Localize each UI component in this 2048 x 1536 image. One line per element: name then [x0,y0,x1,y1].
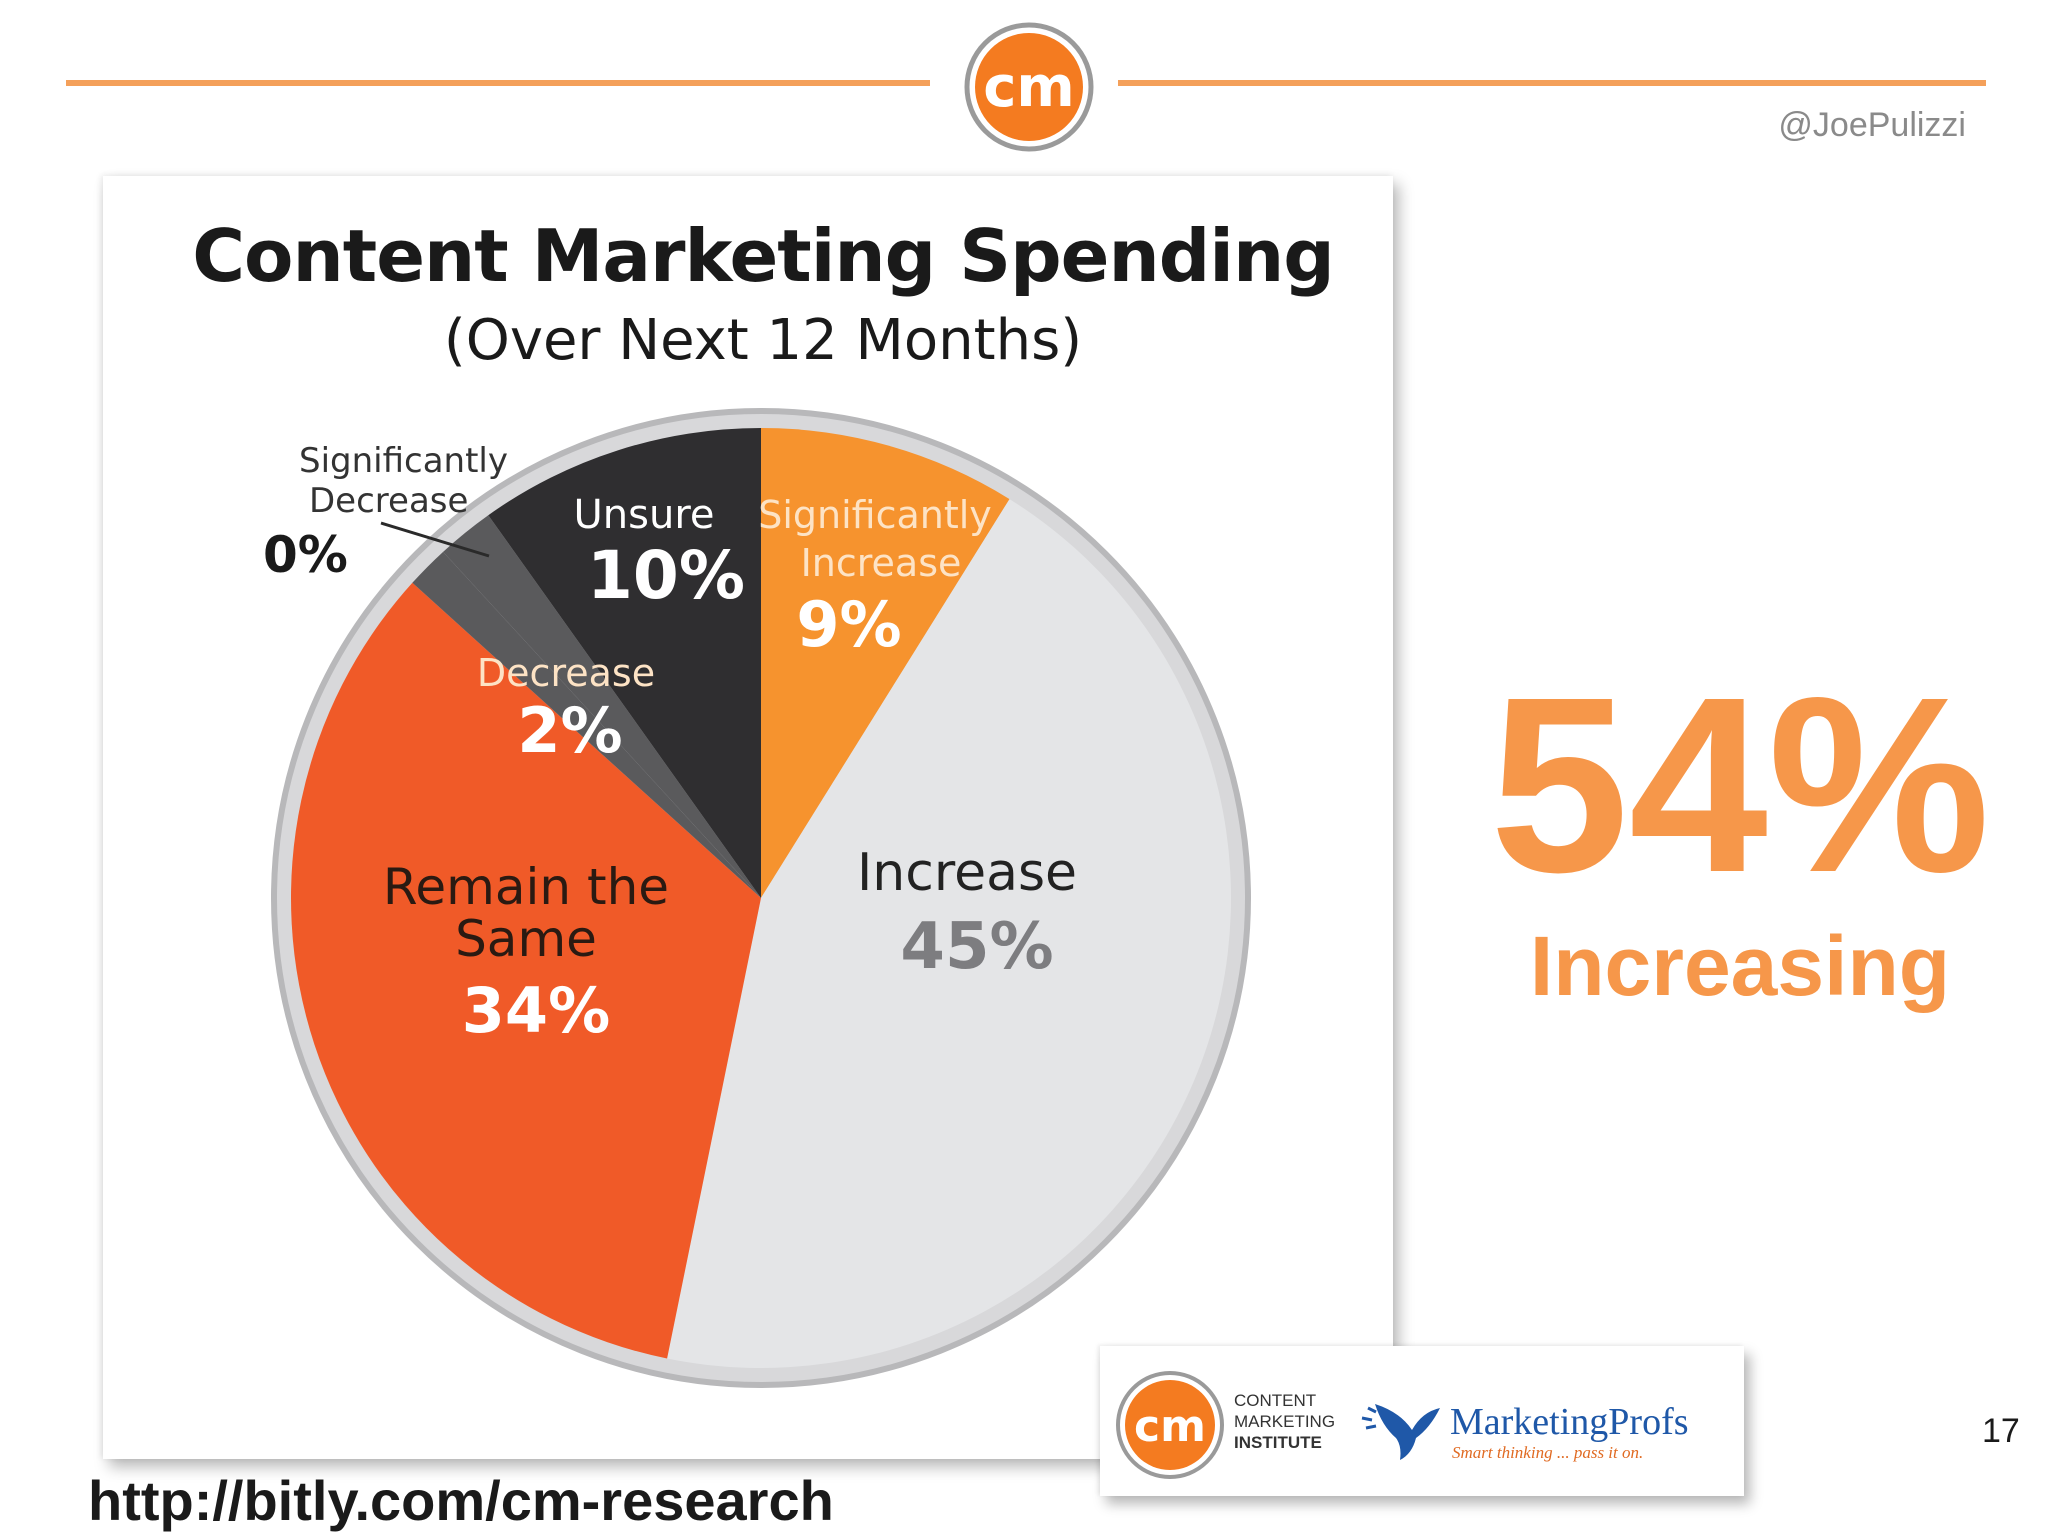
pie-slice-significantly-increase [761,428,1010,898]
leader-line-significantly-decrease [380,521,490,558]
pie-slice-decrease [443,515,761,898]
pie-slice-unsure [488,428,761,898]
label-sig-decrease-line1: Significantly [299,441,508,481]
chart-title: Content Marketing Spending [192,214,1335,298]
cmi-logo-disc [1125,1380,1215,1470]
pie-chart: Significantly Decrease 0% Unsure 10% Sig… [263,408,1251,1388]
label-increase: Increase [857,843,1077,903]
page-number: 17 [1982,1412,2020,1450]
marketingprofs-tagline: Smart thinking ... pass it on. [1452,1443,1643,1462]
label-remain-line2: Same [455,910,597,968]
pie-slice-significantly-decrease [412,551,761,898]
chart-subtitle: (Over Next 12 Months) [443,308,1083,373]
cm-logo: cm [964,22,1094,152]
label-unsure: Unsure [574,492,715,538]
label-sig-increase-line1: Significantly [758,493,992,537]
pie-chart-card: Content Marketing Spending (Over Next 12… [103,176,1393,1459]
cmi-logo-mark: cm [1134,1401,1206,1452]
author-handle: @JoePulizzi [1778,106,1966,144]
label-increase-value: 45% [900,910,1053,984]
label-sig-decrease-value: 0% [263,526,348,584]
label-sig-increase-line2: Increase [801,541,962,585]
pie-slice-increase [667,499,1232,1368]
increasing-percentage: 54% [1489,645,1991,924]
cmi-name-line3: INSTITUTE [1234,1433,1322,1452]
label-sig-decrease-line2: Decrease [309,481,468,521]
label-unsure-value: 10% [587,537,745,614]
label-remain-value: 34% [462,974,610,1047]
sponsor-logos: cm CONTENT MARKETING INSTITUTE Marketing… [1100,1346,1744,1496]
label-decrease: Decrease [477,651,655,695]
marketingprofs-name: MarketingProfs [1450,1401,1689,1443]
label-decrease-value: 2% [517,694,622,767]
header-divider-right [1118,80,1986,86]
cm-logo-text: cm [983,55,1075,120]
label-remain-line1: Remain the [383,858,669,916]
increasing-label: Increasing [1529,919,1951,1013]
marketingprofs-bird-icon [1361,1404,1440,1460]
research-url[interactable]: http://bitly.com/cm-research [88,1469,834,1532]
label-sig-increase-value: 9% [796,588,901,661]
cmi-name-line2: MARKETING [1234,1412,1335,1431]
cmi-name-line1: CONTENT [1234,1391,1316,1410]
header-divider-left [66,80,930,86]
pie-slice-remain-the-same [291,582,761,1359]
